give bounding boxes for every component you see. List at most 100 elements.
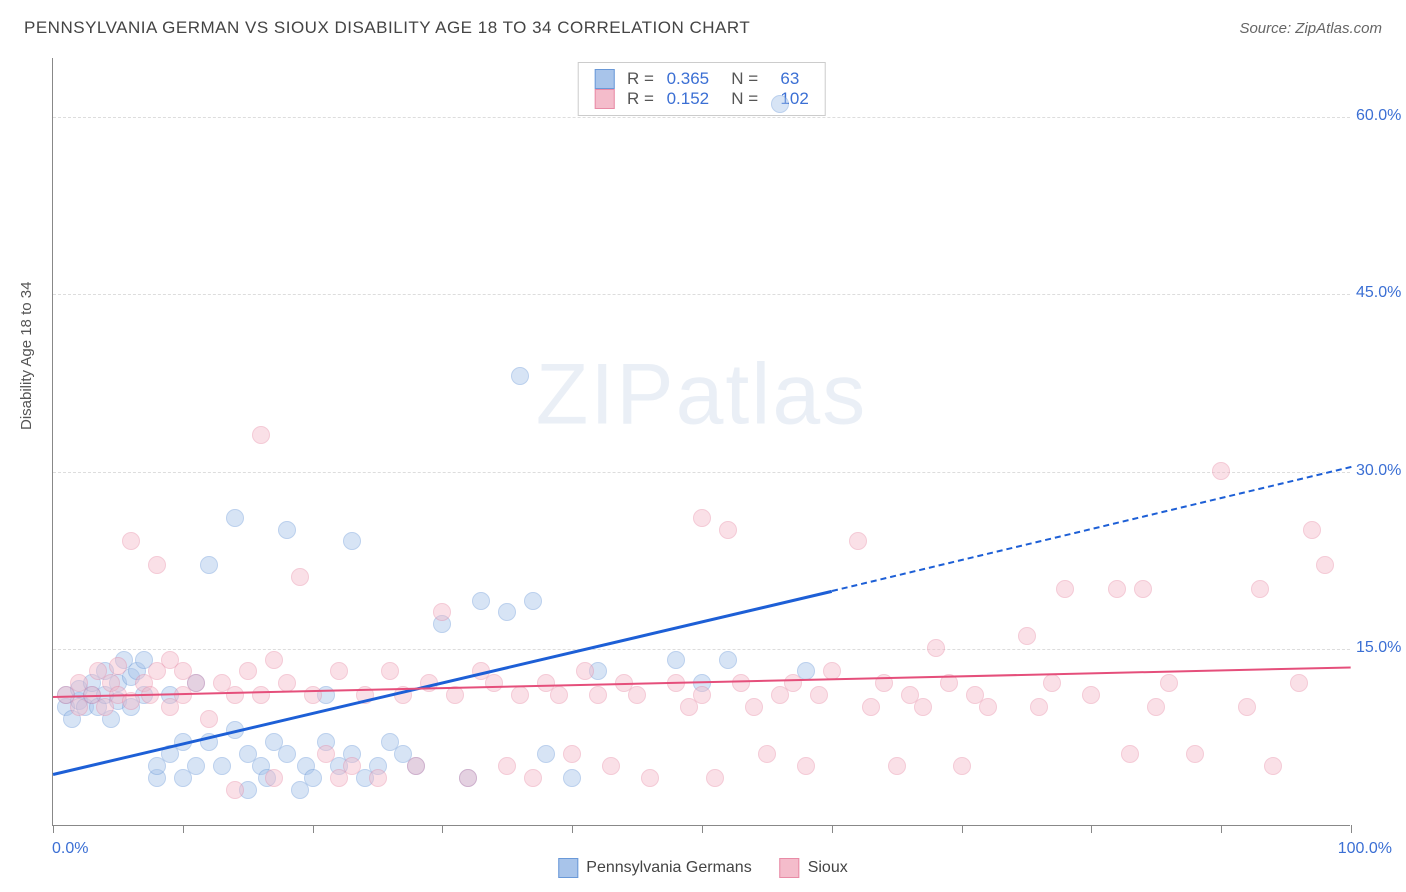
data-point [343, 532, 361, 550]
x-tick [442, 825, 443, 833]
legend-swatch [558, 858, 578, 878]
data-point [810, 686, 828, 704]
stat-n-label: N = [717, 89, 763, 109]
watermark: ZIPatlas [536, 346, 867, 445]
chart-title: PENNSYLVANIA GERMAN VS SIOUX DISABILITY … [24, 18, 750, 38]
data-point [200, 556, 218, 574]
data-point [784, 674, 802, 692]
data-point [849, 532, 867, 550]
data-point [667, 651, 685, 669]
data-point [719, 651, 737, 669]
data-point [641, 769, 659, 787]
stat-r-label: R = [622, 69, 658, 89]
data-point [122, 532, 140, 550]
chart-header: PENNSYLVANIA GERMAN VS SIOUX DISABILITY … [24, 18, 1382, 38]
data-point [498, 757, 516, 775]
data-point [1043, 674, 1061, 692]
x-tick [1221, 825, 1222, 833]
data-point [265, 651, 283, 669]
data-point [511, 367, 529, 385]
data-point [745, 698, 763, 716]
data-point [1290, 674, 1308, 692]
legend: Pennsylvania Germans Sioux [558, 858, 847, 878]
data-point [524, 769, 542, 787]
data-point [1147, 698, 1165, 716]
data-point [888, 757, 906, 775]
data-point [304, 686, 322, 704]
x-tick [183, 825, 184, 833]
y-tick-label: 45.0% [1356, 284, 1401, 302]
data-point [589, 686, 607, 704]
x-axis-min-label: 0.0% [52, 840, 88, 858]
data-point [239, 662, 257, 680]
watermark-bold: ZIP [536, 347, 676, 443]
legend-label: Sioux [808, 859, 848, 877]
trend-line [832, 466, 1352, 592]
stat-r-value: 0.152 [667, 89, 710, 109]
data-point [1018, 627, 1036, 645]
plot-area: ZIPatlas R = 0.365 N = 63 R = 0.152 N = … [52, 58, 1350, 826]
data-point [226, 781, 244, 799]
gridline [53, 294, 1350, 295]
stat-r-value: 0.365 [667, 69, 710, 89]
data-point [771, 95, 789, 113]
x-tick [832, 825, 833, 833]
data-point [485, 674, 503, 692]
data-point [1134, 580, 1152, 598]
data-point [1186, 745, 1204, 763]
data-point [407, 757, 425, 775]
data-point [797, 757, 815, 775]
data-point [1264, 757, 1282, 775]
x-tick [962, 825, 963, 833]
stat-n-value: 63 [771, 69, 799, 89]
data-point [343, 757, 361, 775]
x-tick [572, 825, 573, 833]
stat-r-label: R = [622, 89, 658, 109]
x-tick [702, 825, 703, 833]
y-tick-label: 30.0% [1356, 462, 1401, 480]
data-point [1056, 580, 1074, 598]
data-point [278, 674, 296, 692]
data-point [317, 745, 335, 763]
data-point [914, 698, 932, 716]
y-axis-label: Disability Age 18 to 34 [18, 282, 35, 430]
data-point [524, 592, 542, 610]
stats-row: R = 0.365 N = 63 [594, 69, 809, 89]
legend-label: Pennsylvania Germans [586, 859, 751, 877]
data-point [693, 509, 711, 527]
data-point [979, 698, 997, 716]
data-point [1316, 556, 1334, 574]
data-point [187, 674, 205, 692]
data-point [1160, 674, 1178, 692]
data-point [459, 769, 477, 787]
data-point [758, 745, 776, 763]
data-point [1108, 580, 1126, 598]
data-point [511, 686, 529, 704]
data-point [109, 657, 127, 675]
data-point [278, 745, 296, 763]
data-point [252, 426, 270, 444]
data-point [330, 662, 348, 680]
data-point [226, 509, 244, 527]
legend-item: Pennsylvania Germans [558, 858, 751, 878]
legend-swatch [780, 858, 800, 878]
data-point [265, 769, 283, 787]
watermark-light: atlas [676, 347, 868, 443]
data-point [1030, 698, 1048, 716]
data-point [537, 745, 555, 763]
chart-source: Source: ZipAtlas.com [1239, 20, 1382, 37]
data-point [550, 686, 568, 704]
data-point [628, 686, 646, 704]
data-point [927, 639, 945, 657]
data-point [226, 686, 244, 704]
data-point [472, 592, 490, 610]
data-point [252, 686, 270, 704]
data-point [563, 745, 581, 763]
data-point [1082, 686, 1100, 704]
data-point [1303, 521, 1321, 539]
data-point [862, 698, 880, 716]
legend-swatch [594, 89, 614, 109]
data-point [498, 603, 516, 621]
legend-item: Sioux [780, 858, 848, 878]
x-tick [313, 825, 314, 833]
